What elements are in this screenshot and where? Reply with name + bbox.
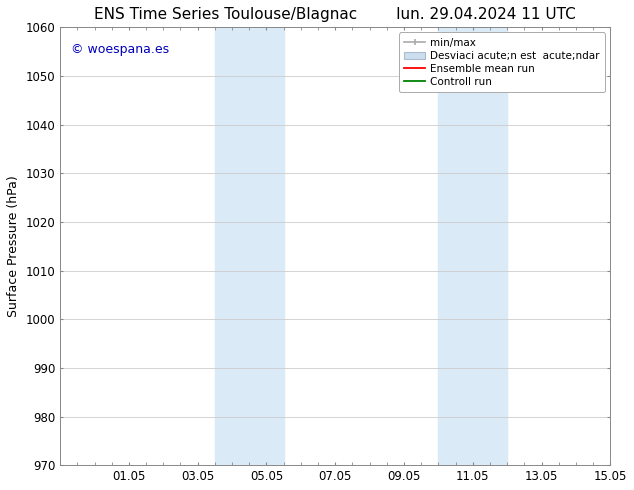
Bar [215,27,283,465]
Bar [439,27,507,465]
Legend: min/max, Desviaci acute;n est  acute;ndar, Ensemble mean run, Controll run: min/max, Desviaci acute;n est acute;ndar… [399,32,605,92]
Y-axis label: Surface Pressure (hPa): Surface Pressure (hPa) [7,175,20,317]
Text: © woespana.es: © woespana.es [71,43,169,55]
Title: ENS Time Series Toulouse/Blagnac        lun. 29.04.2024 11 UTC: ENS Time Series Toulouse/Blagnac lun. 29… [94,7,576,22]
